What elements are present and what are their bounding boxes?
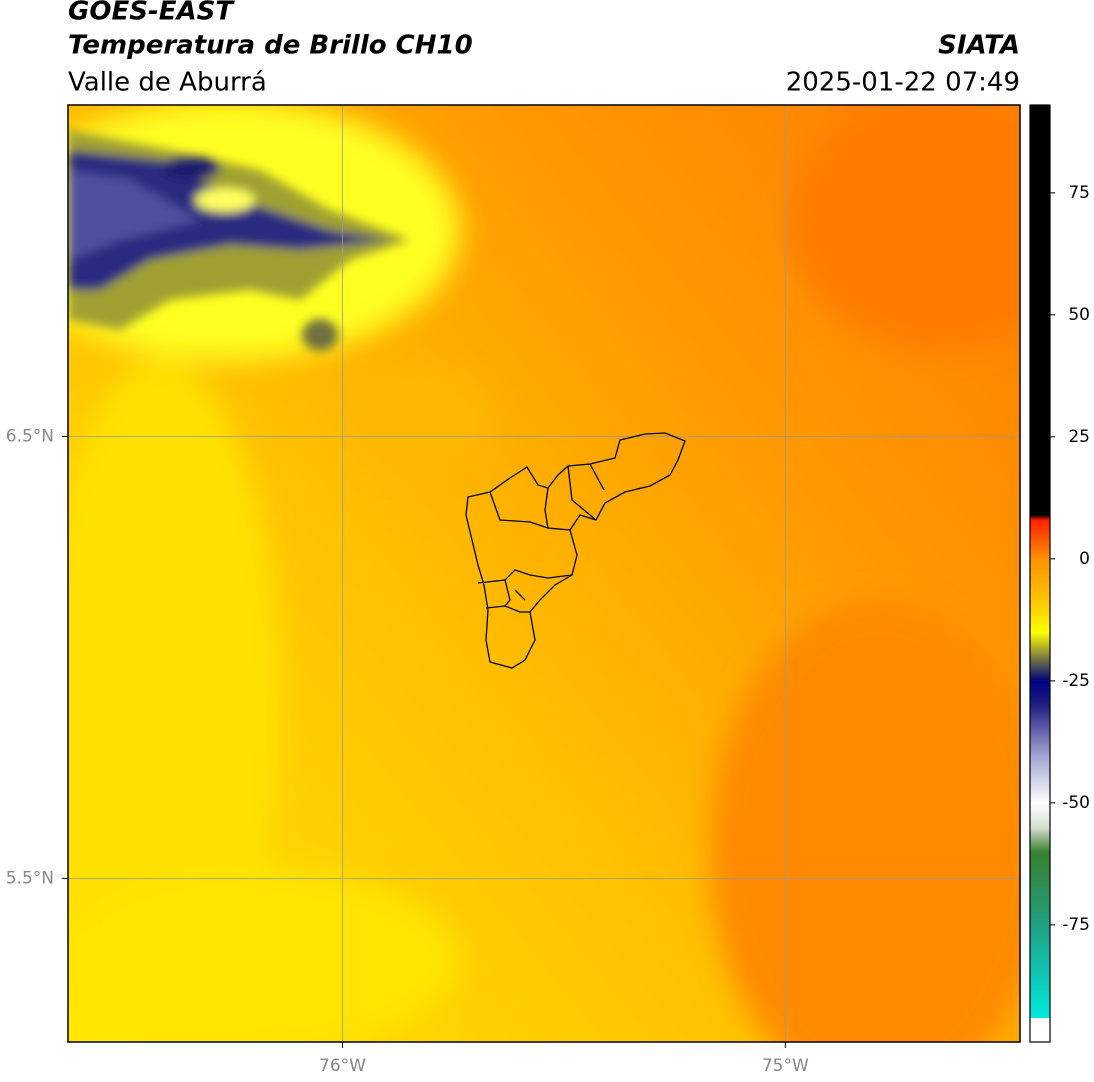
colorbar-segment	[1030, 105, 1050, 516]
title: GOES-EAST	[68, 0, 235, 27]
colorbar-segment	[1030, 924, 1050, 1019]
colorbar-frame	[1029, 104, 1051, 1043]
colorbar-segment	[1030, 514, 1050, 521]
colorbar-tick-label: -50	[1062, 793, 1090, 813]
colorbar-segment	[1030, 519, 1050, 560]
map-frame	[67, 104, 1021, 1043]
colorbar-tick-label: 75	[1068, 183, 1090, 203]
y-tick-label: 6.5°N	[6, 426, 54, 446]
colorbar-segment	[1030, 558, 1050, 609]
colorbar-segment	[1030, 680, 1050, 706]
y-tick-label: 5.5°N	[6, 868, 54, 888]
colorbar-tick-label: -75	[1062, 915, 1090, 935]
colorbar-segment	[1030, 632, 1050, 657]
colorbar-tick-label: 25	[1068, 427, 1090, 447]
colorbar-segment	[1030, 754, 1050, 804]
colorbar-tick-label: 0	[1079, 549, 1090, 569]
region: Valle de Aburrá	[68, 68, 267, 98]
colorbar-segment	[1030, 1017, 1050, 1043]
colorbar-segment	[1030, 827, 1050, 853]
colorbar-segment	[1030, 656, 1050, 682]
colorbar-segment	[1030, 607, 1050, 633]
x-tick-label: 76°W	[319, 1056, 366, 1076]
valle-de-aburra-boundary	[465, 432, 686, 669]
colorbar	[1030, 105, 1050, 1043]
datetime: 2025-01-22 07:49	[786, 68, 1020, 98]
colorbar-tick-label: 50	[1068, 305, 1090, 325]
colorbar-segment	[1030, 802, 1050, 828]
grid	[68, 105, 1020, 1042]
subtitle: Temperatura de Brillo CH10	[68, 31, 473, 61]
colorbar-tick-label: -25	[1062, 671, 1090, 691]
source: SIATA	[938, 31, 1020, 61]
satellite-image	[68, 105, 1020, 1042]
x-tick-label: 75°W	[762, 1056, 809, 1076]
colorbar-segment	[1030, 851, 1050, 926]
colorbar-segment	[1030, 705, 1050, 755]
